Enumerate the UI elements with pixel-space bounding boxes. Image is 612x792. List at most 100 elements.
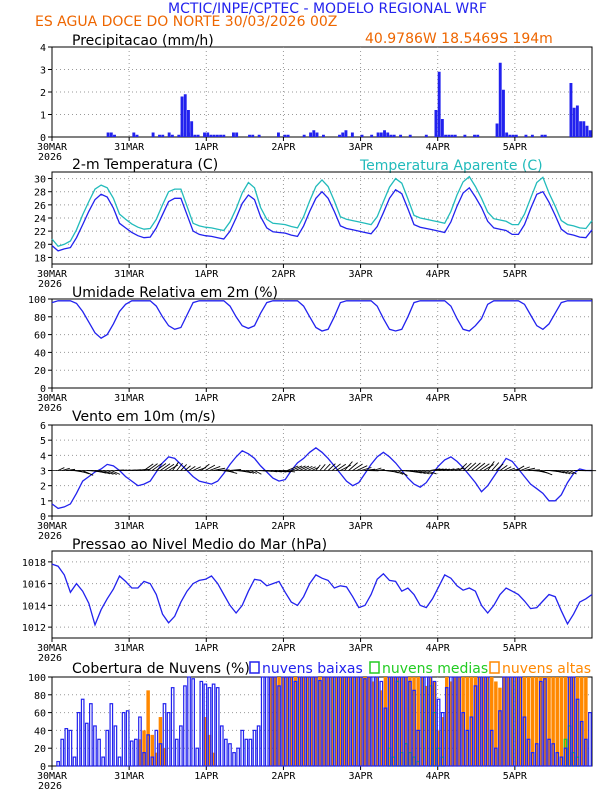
cloud-bar-baixas bbox=[424, 676, 429, 767]
cloud-bar-altas bbox=[530, 677, 535, 766]
rh-ytick-label: 40 bbox=[34, 348, 46, 359]
wind-arrow bbox=[495, 463, 504, 471]
precip-bar bbox=[277, 132, 280, 137]
precip-bar bbox=[222, 134, 226, 137]
precip-bar bbox=[370, 134, 374, 137]
precip-ytick-label: 1 bbox=[40, 111, 46, 122]
cloud-bar-baixas bbox=[93, 725, 97, 767]
cloud-bar-baixas bbox=[211, 683, 216, 767]
precip-bar bbox=[180, 96, 184, 137]
temp-xtick-label: 1APR bbox=[194, 269, 219, 280]
cloud-bar-altas bbox=[162, 748, 167, 766]
precip-bar bbox=[524, 134, 528, 137]
wind-title: Vento em 10m (m/s) bbox=[72, 409, 216, 425]
cloud-bar-altas bbox=[359, 677, 363, 766]
legend-baixas: nuvens baixas bbox=[262, 661, 363, 677]
cloud-bar-altas bbox=[138, 739, 142, 766]
cloud-bar-baixas bbox=[80, 698, 85, 767]
cloud-bar-baixas bbox=[318, 679, 322, 767]
wind-arrow bbox=[323, 463, 331, 471]
temp-xtick-label: 5APR bbox=[503, 269, 528, 280]
cloud-bar-baixas bbox=[125, 710, 130, 767]
cloud-bar-altas bbox=[584, 677, 588, 766]
cloud-bar-altas bbox=[400, 677, 404, 766]
cloud-bar-altas bbox=[465, 677, 469, 766]
cloud-bar-baixas bbox=[60, 738, 65, 767]
cloud-bar-baixas bbox=[371, 676, 375, 767]
temp-ytick-label: 30 bbox=[34, 175, 46, 186]
wind-arrow bbox=[397, 470, 408, 476]
cloud-bar-baixas bbox=[187, 676, 191, 767]
precip-bar bbox=[286, 134, 290, 137]
cloud-bar-altas bbox=[473, 677, 478, 766]
cloud-bar-altas bbox=[420, 677, 424, 766]
precip-bar bbox=[437, 71, 441, 137]
wind-arrow bbox=[188, 465, 196, 471]
precip-ytick-label: 4 bbox=[40, 43, 46, 54]
wind-arrow bbox=[483, 464, 494, 471]
cloud-bar-baixas bbox=[449, 676, 453, 767]
wind-arrow bbox=[327, 463, 336, 471]
temp-ytick-label: 22 bbox=[34, 227, 46, 238]
cloud-bar-altas bbox=[567, 677, 572, 766]
wind-arrow bbox=[200, 463, 210, 471]
cloud-bar-baixas bbox=[416, 729, 420, 767]
wind-arrow bbox=[336, 463, 347, 471]
cloud-bar-baixas bbox=[207, 687, 212, 767]
cloud-bar-baixas bbox=[297, 676, 302, 767]
clouds-year-label: 2026 bbox=[38, 781, 62, 792]
pressure-xtick-label: 4APR bbox=[426, 643, 451, 654]
cloud-bar-baixas bbox=[551, 743, 555, 767]
wind-arrow bbox=[540, 470, 553, 476]
precip-bar bbox=[283, 134, 287, 137]
precip-bar bbox=[344, 130, 348, 137]
header-title: MCTIC/INPE/CPTEC - MODELO REGIONAL WRF bbox=[168, 1, 487, 17]
wind-arrow bbox=[303, 465, 313, 471]
cloud-bar-altas bbox=[518, 677, 523, 766]
temp-ytick-label: 24 bbox=[34, 214, 46, 225]
wind-arrow bbox=[225, 470, 238, 474]
pressure-line-blue bbox=[51, 563, 593, 627]
precip-bar bbox=[232, 132, 235, 137]
cloud-bar-baixas bbox=[134, 738, 138, 767]
precip-xtick-label: 5APR bbox=[503, 142, 528, 153]
precip-bar bbox=[167, 132, 171, 137]
cloud-bar-baixas bbox=[457, 676, 461, 767]
legend-altas: nuvens altas bbox=[502, 661, 591, 677]
wind-year-label: 2026 bbox=[38, 531, 62, 542]
cloud-bar-altas bbox=[342, 677, 347, 766]
cloud-bar-baixas bbox=[342, 676, 347, 767]
wind-arrow bbox=[413, 470, 426, 475]
pressure-ytick-label: 1012 bbox=[22, 623, 46, 634]
wind-arrow bbox=[348, 462, 358, 471]
cloud-bar-baixas bbox=[571, 676, 576, 767]
cloud-bar-baixas bbox=[518, 676, 523, 767]
cloud-bar-baixas bbox=[109, 703, 114, 767]
temp-ytick-label: 28 bbox=[34, 188, 46, 199]
cloud-bar-baixas bbox=[113, 725, 118, 767]
precip-bar bbox=[450, 134, 454, 137]
precip-bar bbox=[315, 132, 319, 137]
rh-xtick-label: 5APR bbox=[503, 393, 528, 404]
rh-panel: 30MAR 31MAR 1APR 2APR 3APR 4APR 5APR 2026 0 20 40 6… bbox=[28, 295, 593, 414]
pressure-ytick-label: 1018 bbox=[22, 558, 46, 569]
cloud-bar-altas bbox=[379, 690, 384, 766]
wind-arrow bbox=[164, 463, 175, 471]
precip-bar bbox=[579, 121, 583, 137]
wind-xtick-label: 3APR bbox=[349, 521, 374, 532]
cloud-bar-altas bbox=[522, 677, 527, 766]
cloud-bar-altas bbox=[326, 677, 330, 766]
precip-bar bbox=[187, 110, 190, 137]
wind-ytick-label: 2 bbox=[40, 482, 46, 493]
wind-xtick-label: 5APR bbox=[503, 521, 528, 532]
precip-bar bbox=[106, 132, 110, 137]
wind-arrow bbox=[172, 461, 179, 471]
wind-ytick-label: 4 bbox=[40, 451, 46, 462]
precip-bar bbox=[219, 134, 223, 137]
cloud-bar-altas bbox=[526, 677, 531, 766]
cloud-bar-baixas bbox=[277, 685, 281, 767]
precip-bar bbox=[440, 119, 444, 137]
wind-panel: 30MAR 31MAR 1APR 2APR 3APR 4APR 5APR 2026 0 1 2 3 4 5… bbox=[37, 421, 597, 542]
pressure-ytick-label: 1016 bbox=[22, 580, 46, 591]
precip-bar bbox=[540, 134, 544, 137]
